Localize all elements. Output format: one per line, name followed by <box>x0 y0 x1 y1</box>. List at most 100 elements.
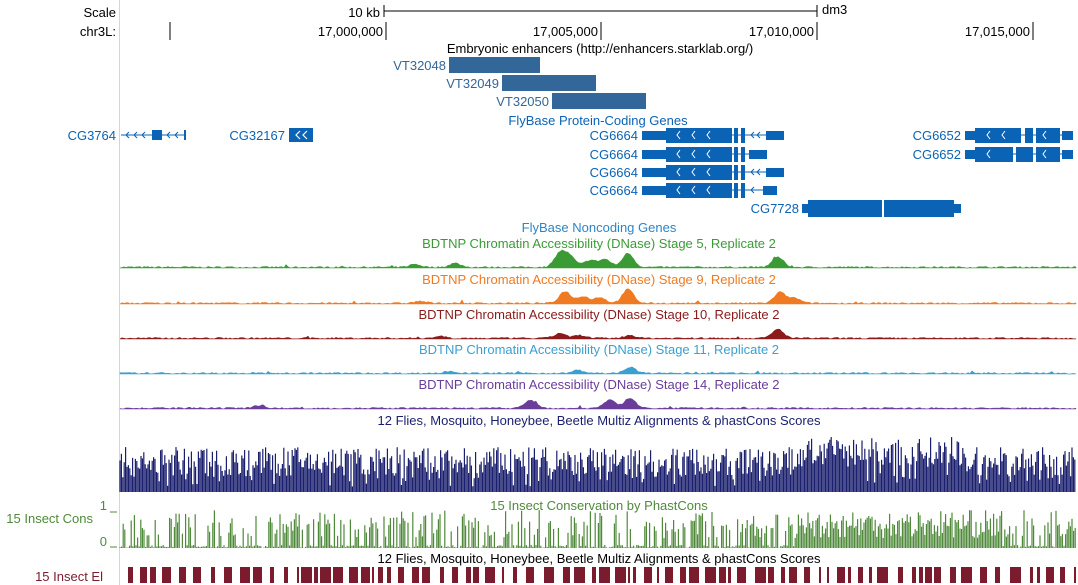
elements-track-title[interactable]: 12 Flies, Mosquito, Honeybee, Beetle Mul… <box>378 551 821 566</box>
gene-model-cg32167[interactable] <box>289 128 313 142</box>
elements-side-label[interactable]: 15 Insect El <box>35 569 103 584</box>
phastcons-bars[interactable] <box>119 510 1076 548</box>
conserved-element-bar <box>193 567 201 583</box>
dnase-stage10-title[interactable]: BDTNP Chromatin Accessibility (DNase) St… <box>418 307 779 322</box>
gene-model-cg7728[interactable] <box>802 200 961 217</box>
multiz-bar-series <box>119 437 1076 492</box>
conserved-element-bar <box>728 567 731 583</box>
conserved-element-bar <box>1037 567 1040 583</box>
dnase-signal-area <box>119 249 1077 269</box>
multiz-track-title[interactable]: 12 Flies, Mosquito, Honeybee, Beetle Mul… <box>378 413 821 428</box>
conserved-element-bar <box>925 567 932 583</box>
conserved-element-bar <box>372 567 374 583</box>
conserved-element-bar <box>657 567 659 583</box>
conserved-element-bar <box>819 567 821 583</box>
conserved-element-bar <box>333 567 343 583</box>
conserved-element-bar <box>452 567 458 583</box>
conserved-element-bar <box>827 567 829 583</box>
conserved-elements-bars[interactable] <box>128 567 1076 583</box>
conserved-element-bar <box>270 567 274 583</box>
base-position-ruler[interactable]: Scale chr3L: 10 kb dm3 17,000,000 17,005… <box>80 2 1034 40</box>
conserved-element-bar <box>919 567 923 583</box>
dnase-stage5-title[interactable]: BDTNP Chromatin Accessibility (DNase) St… <box>422 236 776 251</box>
gene-label[interactable]: CG6652 <box>913 147 961 162</box>
dnase-stage14-title[interactable]: BDTNP Chromatin Accessibility (DNase) St… <box>418 377 779 392</box>
gene-label[interactable]: CG6664 <box>590 165 638 180</box>
conserved-element-bar <box>466 567 471 583</box>
conserved-element-bar <box>689 567 699 583</box>
conserved-element-bar <box>705 567 716 583</box>
conserved-element-bar <box>995 567 1000 583</box>
genes-track-title: FlyBase Protein-Coding Genes <box>508 113 688 128</box>
conserved-element-bar <box>361 567 370 583</box>
conserved-element-bar <box>128 567 133 583</box>
conserved-element-bar <box>253 567 262 583</box>
dnase-signal-area <box>119 398 1077 410</box>
flybase-protein-coding-genes-track[interactable]: FlyBase Protein-Coding Genes CG3764 CG32… <box>68 113 1073 217</box>
conserved-element-bar <box>224 567 232 583</box>
conserved-element-bar <box>644 567 652 583</box>
enhancers-track-title: Embryonic enhancers (http://enhancers.st… <box>447 41 753 56</box>
enhancer-feature[interactable] <box>552 93 646 109</box>
phastcons-y-min: 0 <box>100 534 107 549</box>
conserved-element-bar <box>574 567 585 583</box>
conserved-element-bar <box>502 567 504 583</box>
scale-label: Scale <box>83 5 116 20</box>
conserved-element-bar <box>848 567 851 583</box>
enhancer-feature[interactable] <box>449 57 540 73</box>
multiz-phastcons-bars[interactable] <box>119 437 1076 492</box>
dnase-signal-area <box>119 328 1077 340</box>
enhancer-label[interactable]: VT32048 <box>393 58 446 73</box>
conserved-element-bar <box>804 567 810 583</box>
dnase-stage11-title[interactable]: BDTNP Chromatin Accessibility (DNase) St… <box>419 342 779 357</box>
conserved-element-bar <box>1010 567 1021 583</box>
gene-label[interactable]: CG32167 <box>229 128 285 143</box>
conserved-element-bar <box>513 567 517 583</box>
conserved-element-bar <box>628 567 630 583</box>
phastcons-side-label[interactable]: 15 Insect Cons <box>6 511 93 526</box>
ruler-position-label: 17,015,000 <box>965 24 1030 39</box>
conserved-element-bar <box>755 567 766 583</box>
gene-label[interactable]: CG6664 <box>590 183 638 198</box>
gene-label[interactable]: CG7728 <box>751 201 799 216</box>
gene-model-cg3764[interactable] <box>121 130 186 140</box>
conserved-element-bar <box>314 567 318 583</box>
conserved-element-bar <box>961 567 972 583</box>
gene-label[interactable]: CG6652 <box>913 128 961 143</box>
conserved-element-bar <box>240 567 250 583</box>
conserved-element-bar <box>387 567 391 583</box>
embryonic-enhancers-track[interactable]: Embryonic enhancers (http://enhancers.st… <box>393 41 753 109</box>
conserved-element-bar <box>422 567 430 583</box>
noncoding-genes-track-title[interactable]: FlyBase Noncoding Genes <box>522 220 677 235</box>
enhancer-label[interactable]: VT32050 <box>496 94 549 109</box>
dnase-stage9-title[interactable]: BDTNP Chromatin Accessibility (DNase) St… <box>422 272 776 287</box>
conserved-element-bar <box>162 567 171 583</box>
enhancer-label[interactable]: VT32049 <box>446 76 499 91</box>
conserved-element-bar <box>378 567 383 583</box>
ruler-position-label: 17,000,000 <box>318 24 383 39</box>
ruler-position-label: 17,005,000 <box>533 24 598 39</box>
conserved-element-bar <box>837 567 845 583</box>
conserved-element-bar <box>934 567 941 583</box>
conserved-element-bar <box>858 567 863 583</box>
gene-model-cg6664[interactable] <box>642 128 784 198</box>
conserved-element-bar <box>719 567 726 583</box>
dnase-signal-tracks[interactable] <box>119 249 1077 410</box>
gene-label[interactable]: CG6664 <box>590 147 638 162</box>
enhancer-feature[interactable] <box>502 75 596 91</box>
gene-label[interactable]: CG3764 <box>68 128 116 143</box>
dnase-signal-area <box>119 366 1077 375</box>
conserved-element-bar <box>877 567 888 583</box>
conserved-element-bar <box>473 567 479 583</box>
conserved-element-bar <box>980 567 987 583</box>
conserved-element-bar <box>1060 567 1065 583</box>
conserved-element-bar <box>898 567 903 583</box>
conserved-element-bar <box>1030 567 1033 583</box>
phastcons-track-title[interactable]: 15 Insect Conservation by PhastCons <box>490 498 708 513</box>
gene-label[interactable]: CG6664 <box>590 128 638 143</box>
conserved-element-bar <box>789 567 797 583</box>
gene-model-cg6652[interactable] <box>965 128 1073 162</box>
conserved-element-bar <box>563 567 570 583</box>
phastcons-y-max: 1 <box>100 498 107 513</box>
